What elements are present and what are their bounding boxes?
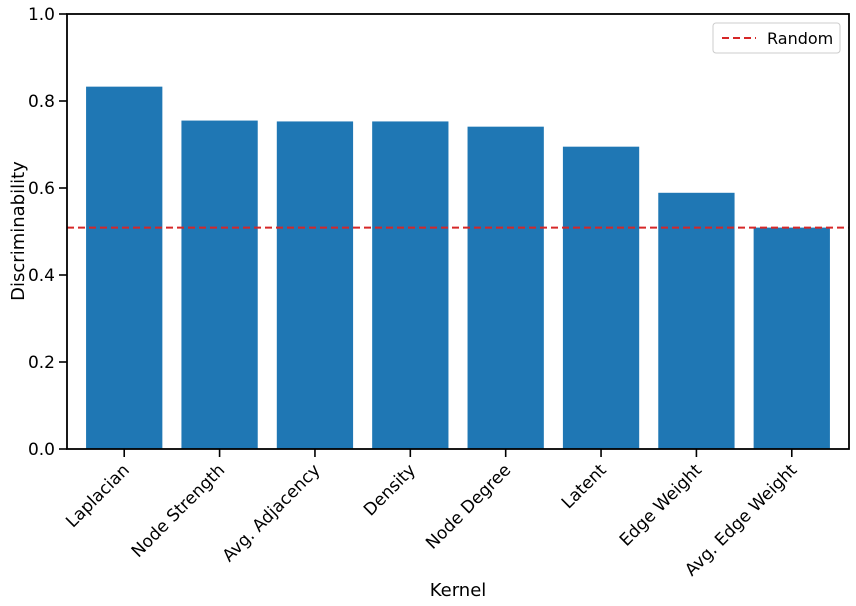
x-tick-label: Latent: [558, 460, 611, 513]
x-tick-label: Laplacian: [62, 460, 133, 531]
bar-avg-edge-weight: [753, 227, 830, 449]
bars: [86, 86, 830, 450]
x-tick-label: Density: [360, 460, 420, 520]
y-axis-ticks: 0.0 0.2 0.4 0.6 0.8 1.0: [28, 5, 67, 460]
y-tick-label: 0.8: [28, 92, 55, 112]
y-tick-label: 0.0: [28, 440, 55, 460]
bar-avg-adjacency: [276, 121, 354, 449]
y-axis-label: Discriminability: [8, 161, 29, 301]
bar-node-degree: [467, 126, 544, 450]
legend: Random: [712, 22, 841, 54]
x-tick-label: Node Strength: [128, 460, 229, 561]
bar-latent: [562, 146, 640, 449]
legend-label-random: Random: [767, 29, 833, 48]
legend-box: [712, 22, 841, 54]
x-tick-label: Node Degree: [422, 460, 515, 553]
bar-edge-weight: [658, 192, 735, 450]
x-tick-label: Avg. Adjacency: [219, 460, 325, 566]
y-tick-label: 0.4: [28, 266, 55, 286]
axes: [66, 13, 850, 450]
x-axis-label: Kernel: [430, 580, 487, 601]
bar-node-strength: [181, 120, 258, 449]
bar-density: [372, 121, 449, 449]
bar-laplacian: [86, 86, 163, 450]
plot-frame: [66, 13, 850, 450]
x-tick-label: Edge Weight: [616, 460, 706, 550]
y-tick-label: 1.0: [28, 5, 55, 25]
y-tick-label: 0.2: [28, 353, 55, 373]
y-tick-label: 0.6: [28, 179, 55, 199]
